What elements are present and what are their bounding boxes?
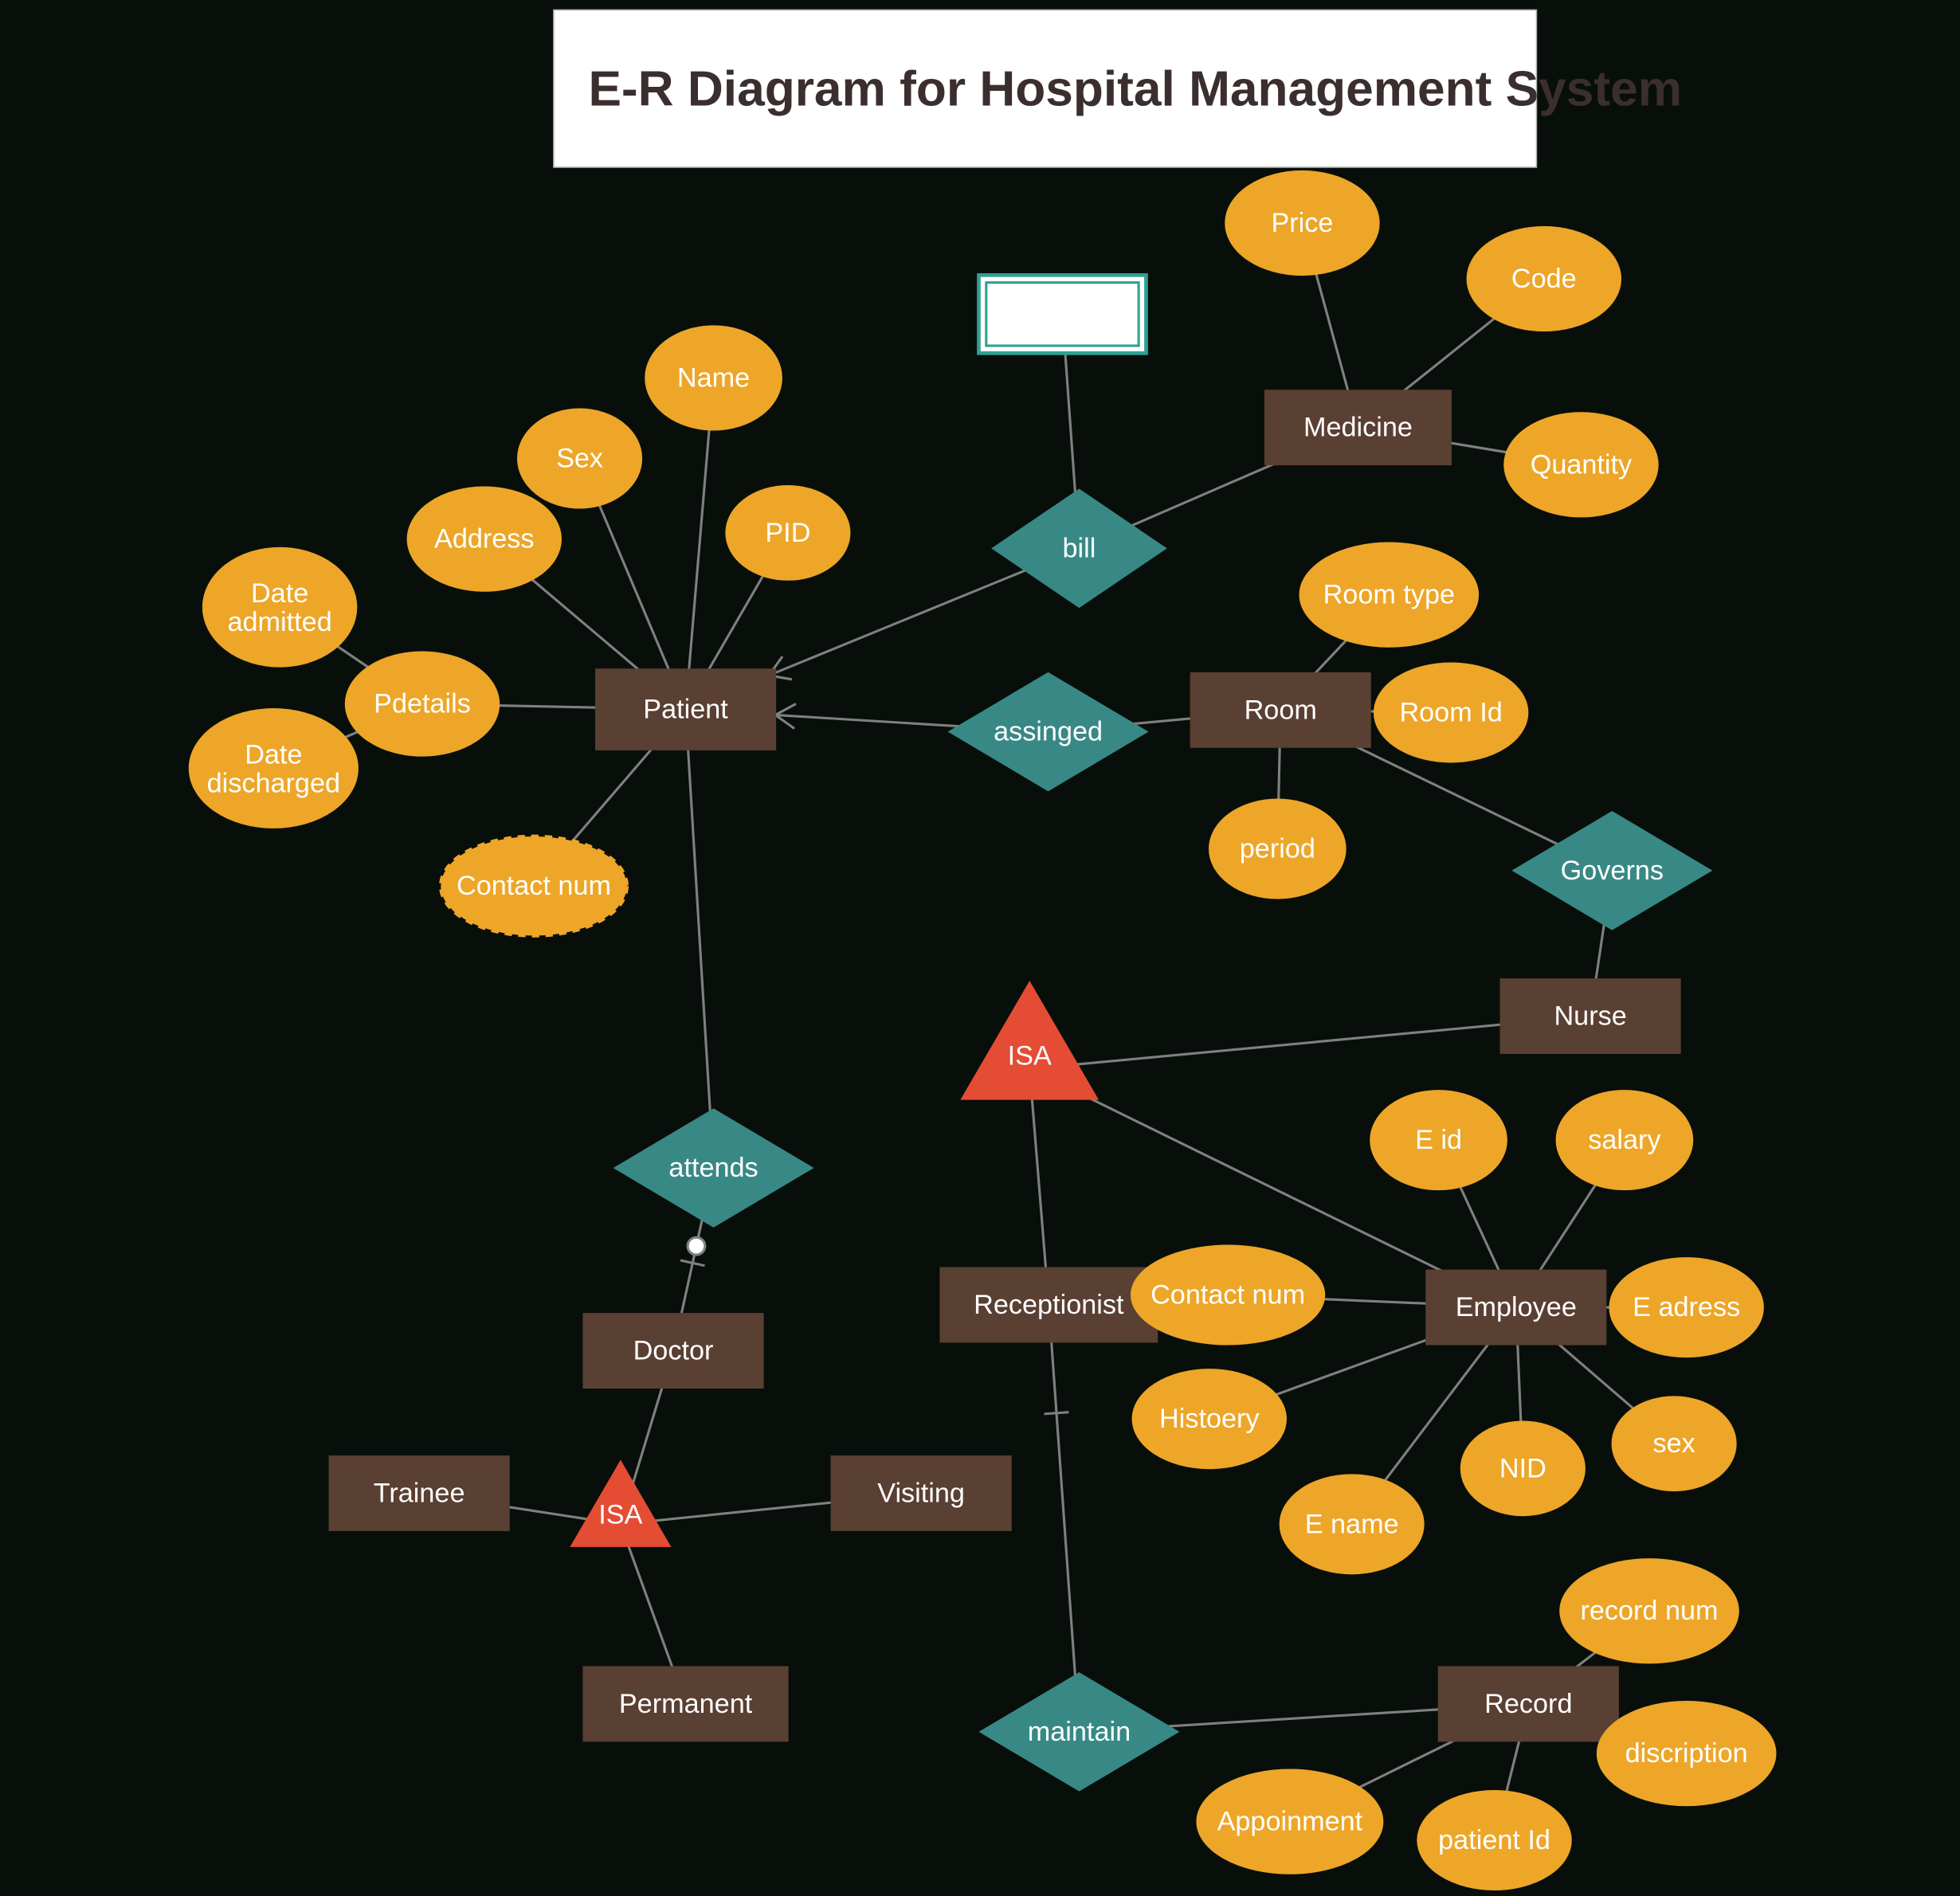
node-label: attends (668, 1153, 758, 1183)
node-label: Room Id (1399, 697, 1502, 727)
node-label: E name (1305, 1509, 1399, 1539)
circle-mark (688, 1237, 705, 1255)
node-label: NID (1499, 1453, 1546, 1483)
node-pid: PID (726, 486, 850, 580)
one-mark (1044, 1412, 1068, 1414)
node-nid: NID (1461, 1421, 1586, 1515)
node-dateadm: Dateadmitted (203, 548, 357, 667)
node-label: PID (765, 518, 810, 548)
node-label: maintain (1028, 1717, 1131, 1747)
node-room: Room (1190, 673, 1370, 747)
node-employee: Employee (1426, 1270, 1606, 1344)
node-history: Histoery (1132, 1369, 1286, 1468)
node-trainee: Trainee (329, 1456, 509, 1530)
node-code: Code (1467, 227, 1621, 331)
node-roomtype: Room type (1299, 543, 1478, 647)
node-eaddr: E adress (1609, 1258, 1763, 1357)
node-label: Nurse (1554, 1001, 1626, 1032)
node-label: Doctor (633, 1336, 714, 1366)
node-label: Sex (556, 444, 603, 474)
node-price: Price (1225, 171, 1379, 276)
node-label: Pdetails (374, 689, 471, 719)
node-label: Contact num (1151, 1280, 1305, 1310)
node-label: Visiting (877, 1478, 965, 1508)
node-label: Record (1484, 1689, 1572, 1719)
node-patient: Patient (596, 669, 776, 750)
node-label: salary (1588, 1125, 1661, 1155)
node-label: Governs (1561, 856, 1664, 886)
node-label: Permanent (619, 1689, 753, 1719)
node-label: Room (1245, 695, 1317, 725)
node-roomid: Room Id (1374, 663, 1528, 762)
node-name: Name (645, 326, 782, 430)
node-label: Histoery (1159, 1404, 1260, 1434)
node-label: Room type (1323, 580, 1455, 610)
node-visiting: Visiting (831, 1456, 1011, 1530)
node-nurse: Nurse (1500, 979, 1680, 1053)
node-label: Appoinment (1217, 1807, 1363, 1837)
node-doctor: Doctor (583, 1314, 763, 1388)
node-label: Quantity (1531, 449, 1633, 480)
node-label: Price (1271, 208, 1333, 238)
node-label: ISA (598, 1499, 642, 1530)
node-label: Address (434, 524, 535, 554)
node-label: period (1240, 834, 1315, 864)
node-label: E adress (1633, 1292, 1740, 1322)
node-period: period (1209, 799, 1346, 898)
node-appoint: Appoinment (1197, 1769, 1382, 1874)
node-receptionist: Receptionist (940, 1267, 1157, 1342)
node-recnum: record num (1560, 1559, 1739, 1663)
node-permanent: Permanent (583, 1667, 788, 1741)
node-label: ISA (1008, 1040, 1052, 1071)
node-contact2: Contact num (1131, 1245, 1325, 1344)
node-ename: E name (1280, 1475, 1423, 1573)
node-label: Employee (1456, 1292, 1577, 1322)
node-datedis: Datedischarged (190, 709, 359, 828)
node-label: assinged (994, 717, 1103, 747)
title-layer: E-R Diagram for Hospital Management Syst… (554, 10, 1682, 167)
node-label: Trainee (374, 1478, 465, 1508)
node-desc: discription (1597, 1702, 1776, 1806)
node-sex: Sex (518, 409, 642, 507)
node-quantity: Quantity (1504, 413, 1658, 517)
node-label: record num (1580, 1596, 1718, 1626)
node-contact1: Contact num (441, 836, 626, 935)
node-esex: sex (1612, 1397, 1736, 1491)
node-salary: salary (1556, 1091, 1692, 1189)
node-label: Name (677, 362, 750, 393)
node-label: Contact num (457, 871, 611, 901)
diagram-title: E-R Diagram for Hospital Management Syst… (588, 61, 1682, 116)
node-label: E id (1415, 1125, 1462, 1155)
blank-box-outer (978, 275, 1146, 353)
node-label: Medicine (1303, 413, 1413, 443)
node-record: Record (1439, 1667, 1619, 1741)
node-label: Receptionist (974, 1290, 1124, 1320)
node-label: sex (1652, 1428, 1695, 1459)
node-label: discription (1625, 1738, 1748, 1769)
node-address: Address (407, 487, 561, 591)
er-diagram: Patient Medicine Room Nurse Employee Receptio… (0, 0, 1960, 1896)
node-label: Code (1511, 264, 1577, 294)
node-medicine: Medicine (1265, 390, 1451, 464)
node-pdetails: Pdetails (346, 652, 500, 756)
node-label: patient Id (1438, 1825, 1550, 1855)
node-label: Patient (643, 695, 728, 725)
node-patid: patient Id (1417, 1791, 1571, 1890)
node-label: bill (1063, 533, 1096, 563)
node-eid: E id (1370, 1091, 1507, 1189)
